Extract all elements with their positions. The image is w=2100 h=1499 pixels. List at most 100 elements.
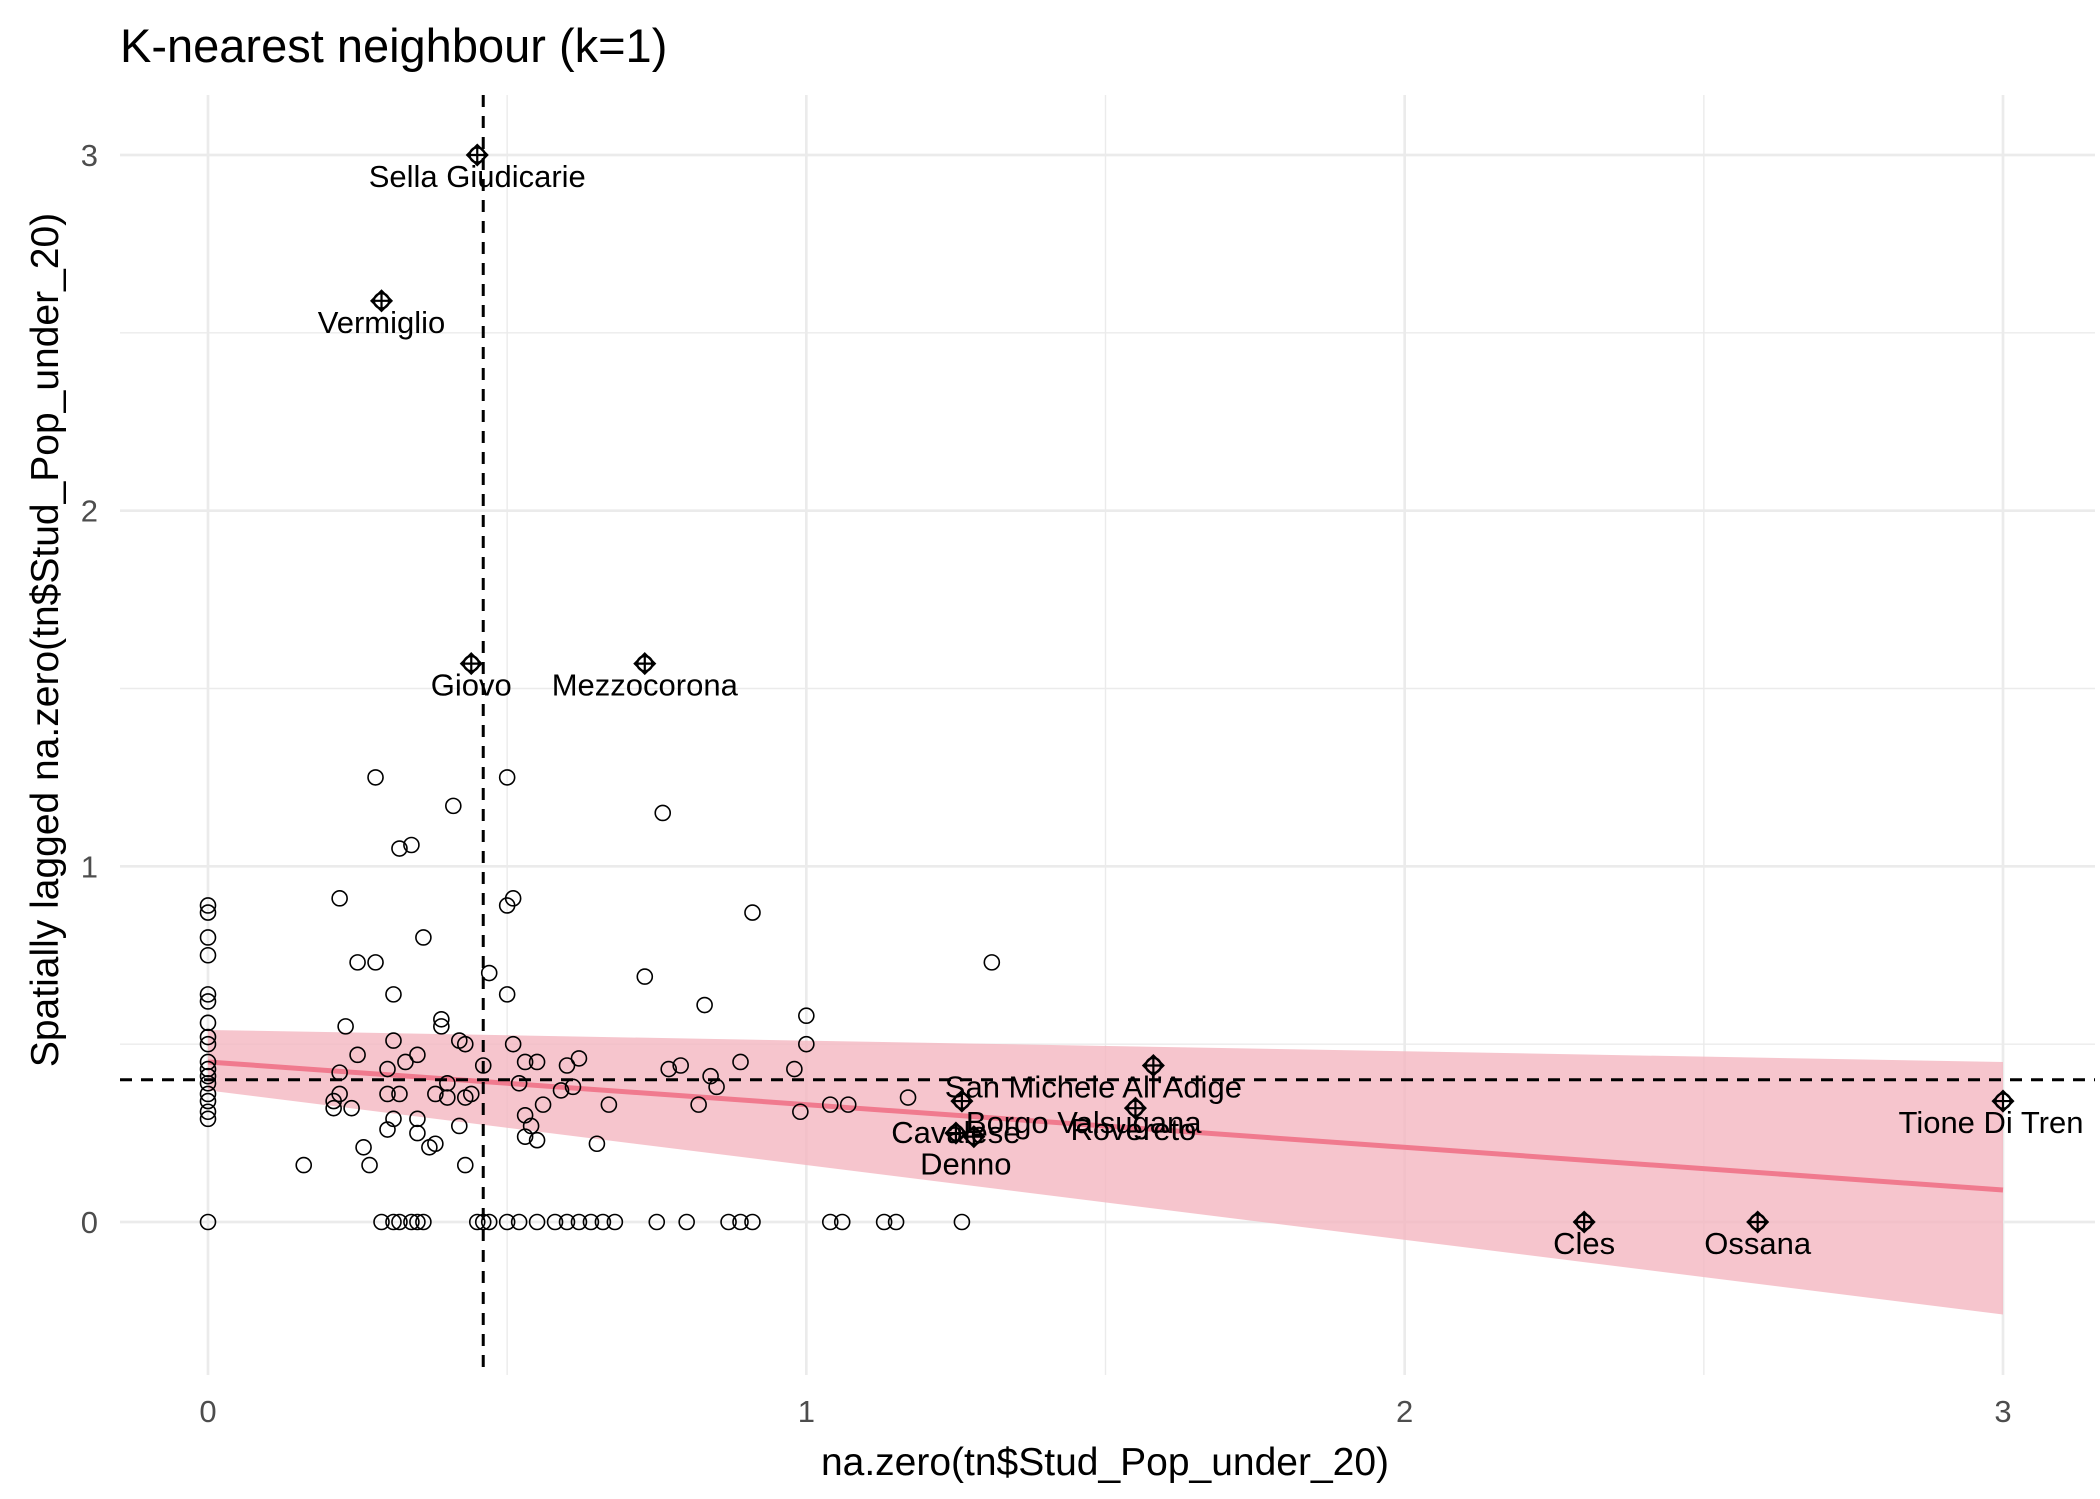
data-point [474, 1057, 492, 1074]
y-axis-title: Spatially lagged na.zero(tn$Stud_Pop_und… [24, 213, 67, 1067]
data-point [498, 1213, 516, 1231]
data-point [606, 1213, 624, 1231]
regression-fit-line [207, 1059, 2004, 1193]
data-point [385, 986, 402, 1003]
influential-point [1991, 1089, 2015, 1113]
influential-point [465, 143, 489, 167]
data-point [373, 1213, 390, 1231]
data-point [588, 1135, 606, 1153]
data-point [696, 996, 713, 1014]
influential-point [1141, 1053, 1165, 1078]
influential-point [633, 652, 657, 676]
data-point [690, 1096, 707, 1113]
data-point [325, 1099, 342, 1117]
point-labels: Sella Giudicarie Vermiglio Giovo Mezzocoron… [318, 159, 2084, 1261]
data-point [821, 1213, 839, 1231]
x-tick-label: 0 [199, 1394, 216, 1429]
data-point [564, 1078, 582, 1096]
data-point [462, 1085, 480, 1103]
data-point [379, 1085, 396, 1103]
data-point [720, 1213, 737, 1231]
data-point [295, 1156, 313, 1174]
data-point [331, 890, 348, 907]
data-point [349, 954, 366, 971]
data-point [552, 1082, 570, 1099]
data-point [337, 1018, 354, 1035]
y-tick-label: 1 [81, 849, 98, 884]
data-point [732, 1053, 749, 1071]
data-point [582, 1213, 600, 1231]
x-axis-title: na.zero(tn$Stud_Pop_under_20) [821, 1441, 1389, 1484]
data-points [199, 769, 1001, 1231]
point-label: Vermiglio [318, 305, 446, 340]
data-point [732, 1213, 749, 1231]
chart-title: K-nearest neighbour (k=1) [120, 19, 667, 72]
data-point [456, 1156, 474, 1174]
x-tick-label: 3 [1994, 1394, 2011, 1429]
data-point [654, 804, 672, 822]
point-label: Rovereto [1071, 1112, 1197, 1147]
data-point [199, 1103, 217, 1121]
data-point [199, 1213, 217, 1231]
data-point [983, 954, 1001, 971]
data-point [415, 1213, 432, 1231]
data-point [385, 1032, 402, 1049]
data-point [480, 1213, 498, 1231]
data-point [534, 1096, 552, 1113]
data-point [899, 1089, 917, 1106]
data-point [343, 1099, 360, 1117]
influential-point [369, 289, 394, 313]
data-point [199, 1110, 217, 1128]
influential-points [369, 143, 2015, 1234]
mean-lines [120, 95, 2095, 1375]
data-point [409, 1124, 426, 1142]
data-point [522, 1117, 540, 1135]
data-point [367, 954, 384, 971]
point-label: Tione Di Tren [1899, 1105, 2084, 1140]
data-point [199, 946, 217, 964]
data-point [546, 1213, 564, 1231]
data-point [397, 1053, 414, 1071]
data-point [367, 769, 384, 786]
confidence-band [208, 1029, 2003, 1315]
data-point [594, 1213, 612, 1231]
data-point [660, 1060, 678, 1078]
data-point [648, 1213, 666, 1231]
data-point [672, 1057, 689, 1074]
data-point [887, 1213, 905, 1231]
data-point [570, 1050, 588, 1067]
point-label: Cles [1553, 1226, 1615, 1261]
y-tick-label: 3 [81, 138, 98, 173]
data-point [427, 1135, 444, 1153]
y-tick-label: 0 [81, 1205, 98, 1240]
data-point [468, 1213, 486, 1231]
data-point [516, 1053, 534, 1071]
regression-line [207, 1059, 2004, 1193]
data-point [385, 1110, 402, 1128]
point-label: San Michele All'Adige [945, 1070, 1242, 1105]
data-point [445, 797, 462, 815]
axis-ticks: 0 1 2 3 0 1 2 3 [81, 138, 2012, 1429]
data-point [798, 1035, 815, 1053]
data-point [798, 1007, 815, 1025]
data-point [409, 1046, 426, 1064]
data-point [498, 769, 516, 786]
data-point [678, 1213, 695, 1231]
data-point [821, 1096, 839, 1113]
data-point [558, 1057, 576, 1074]
data-point [409, 1213, 426, 1231]
data-point [199, 1014, 217, 1032]
data-point [199, 929, 217, 946]
point-label: Mezzocorona [552, 668, 739, 703]
data-point [361, 1156, 378, 1174]
data-point [199, 1092, 217, 1110]
data-point [528, 1053, 546, 1071]
data-point [600, 1096, 618, 1113]
point-label: Sella Giudicarie [369, 159, 586, 194]
influential-point [1746, 1210, 1770, 1234]
data-point [528, 1131, 546, 1149]
data-point [199, 1060, 217, 1078]
data-point [504, 1035, 522, 1053]
